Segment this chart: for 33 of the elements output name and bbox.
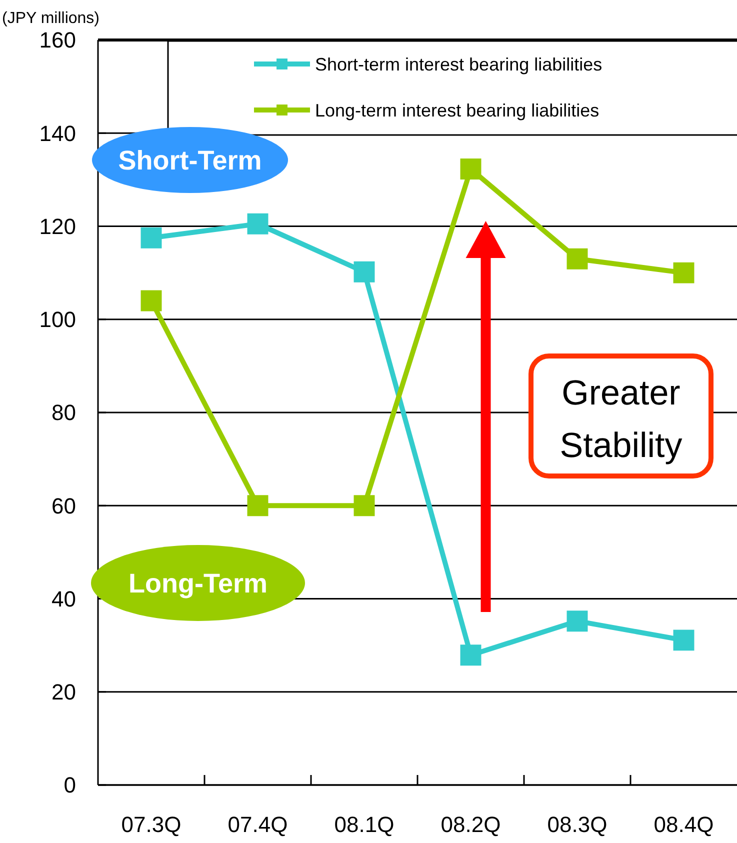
y-tick-label: 40 bbox=[52, 586, 76, 612]
y-tick-label: 160 bbox=[39, 28, 76, 53]
y-axis-title: (JPY millions) bbox=[2, 10, 100, 27]
point bbox=[566, 610, 588, 632]
legend-label: Short-term interest bearing liabilities bbox=[315, 54, 602, 74]
x-tick-label: 08.1Q bbox=[334, 812, 394, 837]
point bbox=[460, 158, 482, 180]
y-tick-label: 0 bbox=[64, 772, 76, 798]
y-tick-label: 20 bbox=[52, 680, 76, 705]
point bbox=[354, 261, 375, 282]
x-tick-label: 08.4Q bbox=[654, 812, 714, 837]
x-tick-label: 07.3Q bbox=[121, 812, 182, 837]
x-tick-label: 07.4Q bbox=[228, 812, 288, 837]
point bbox=[354, 495, 375, 516]
point bbox=[673, 630, 694, 651]
y-tick-label: 120 bbox=[39, 214, 76, 239]
point bbox=[247, 495, 268, 516]
annotation: Greater Stability bbox=[560, 373, 683, 465]
legend-label: Long-term interest bearing liabilities bbox=[315, 100, 600, 120]
point bbox=[460, 644, 482, 666]
point bbox=[673, 262, 694, 284]
x-tick-label: 08.2Q bbox=[440, 812, 501, 837]
y-tick-label: 100 bbox=[39, 307, 76, 332]
point bbox=[247, 213, 268, 234]
point bbox=[140, 290, 162, 312]
annotation: Long-Term bbox=[128, 568, 268, 598]
y-tick-label: 60 bbox=[52, 493, 76, 518]
y-tick-label: 140 bbox=[39, 120, 76, 146]
x-tick-label: 08.3Q bbox=[547, 812, 608, 837]
point bbox=[566, 248, 588, 270]
y-tick-label: 80 bbox=[52, 400, 76, 426]
point bbox=[140, 227, 162, 248]
annotation: Short-Term bbox=[118, 145, 262, 176]
